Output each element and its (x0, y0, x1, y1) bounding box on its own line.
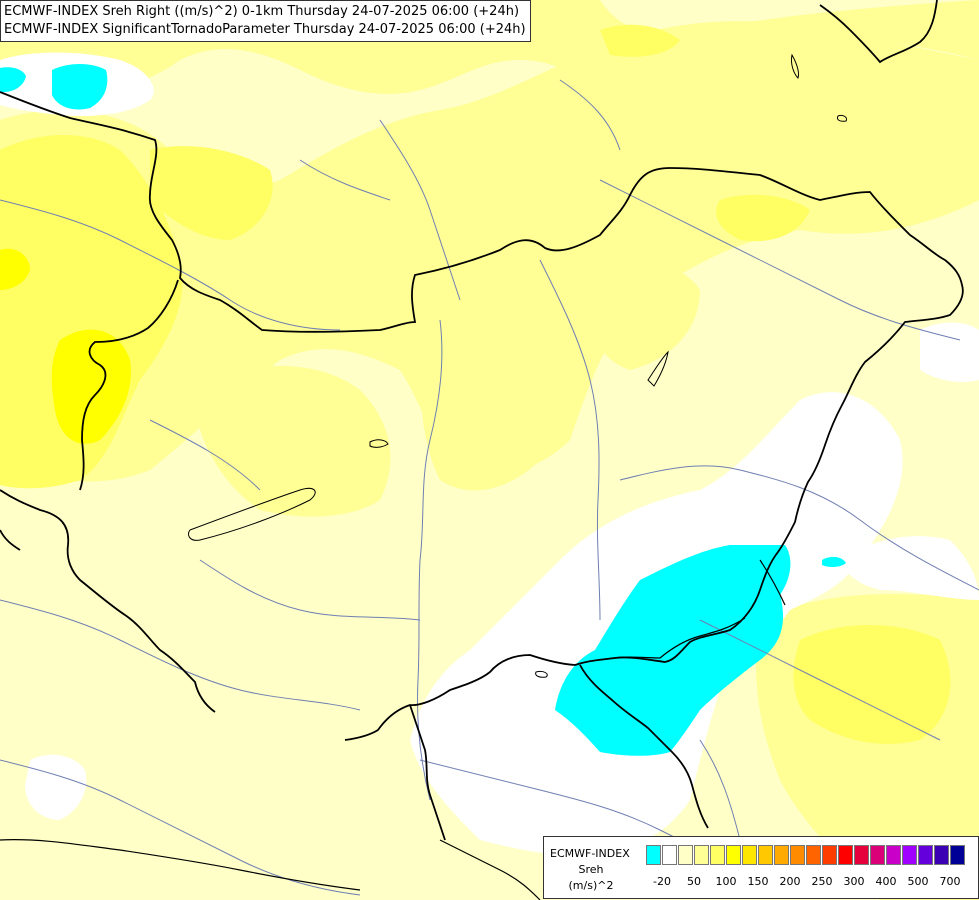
legend-swatch (806, 845, 821, 865)
color-legend: ECMWF-INDEX Sreh (m/s)^2 -20 50 100 150 200 2… (543, 836, 979, 899)
lake-small-south (535, 671, 548, 678)
legend-swatch (678, 845, 693, 865)
legend-swatch (694, 845, 709, 865)
lake-small-north-2 (837, 115, 847, 122)
legend-swatch (886, 845, 901, 865)
legend-swatch (774, 845, 789, 865)
legend-swatch (726, 845, 741, 865)
legend-param-label: Sreh (578, 863, 604, 876)
legend-swatch (854, 845, 869, 865)
legend-swatch (646, 845, 661, 865)
legend-tick-label: -20 (653, 875, 671, 888)
lake-velence (369, 439, 389, 448)
map-title-box: ECMWF-INDEX Sreh Right ((m/s)^2) 0-1km T… (0, 0, 531, 42)
legend-tick-label: 300 (843, 875, 865, 888)
legend-tick-label: 250 (811, 875, 833, 888)
legend-tick-label: 100 (715, 875, 737, 888)
legend-swatch (918, 845, 933, 865)
lake-small-east (647, 350, 669, 387)
lake-small-north (791, 53, 799, 79)
legend-ticks: -20 50 100 150 200 250 300 400 500 700 (644, 875, 974, 889)
legend-swatch (710, 845, 725, 865)
lake-balaton (187, 487, 316, 541)
legend-swatch (822, 845, 837, 865)
lakes (187, 53, 847, 678)
legend-swatch (950, 845, 965, 865)
legend-tick-label: 400 (875, 875, 897, 888)
legend-swatch (742, 845, 757, 865)
legend-swatch (790, 845, 805, 865)
legend-swatches (646, 845, 966, 865)
legend-unit-label: (m/s)^2 (568, 879, 614, 892)
legend-swatch (870, 845, 885, 865)
legend-swatch (902, 845, 917, 865)
title-line-stp: ECMWF-INDEX SignificantTornadoParameter … (4, 22, 526, 37)
legend-tick-label: 200 (779, 875, 801, 888)
legend-tick-label: 150 (747, 875, 769, 888)
legend-tick-label: 50 (687, 875, 701, 888)
legend-model-label: ECMWF-INDEX (550, 847, 630, 860)
legend-tick-label: 700 (939, 875, 961, 888)
srh-field-negative (0, 64, 846, 756)
rivers (0, 79, 979, 896)
legend-swatch (758, 845, 773, 865)
legend-swatch (662, 845, 677, 865)
srh-field-100-150 (0, 24, 951, 744)
legend-tick-label: 500 (907, 875, 929, 888)
title-line-srh: ECMWF-INDEX Sreh Right ((m/s)^2) 0-1km T… (4, 4, 520, 19)
legend-swatch (934, 845, 949, 865)
srh-field-150-200 (0, 248, 131, 444)
legend-swatch (838, 845, 853, 865)
